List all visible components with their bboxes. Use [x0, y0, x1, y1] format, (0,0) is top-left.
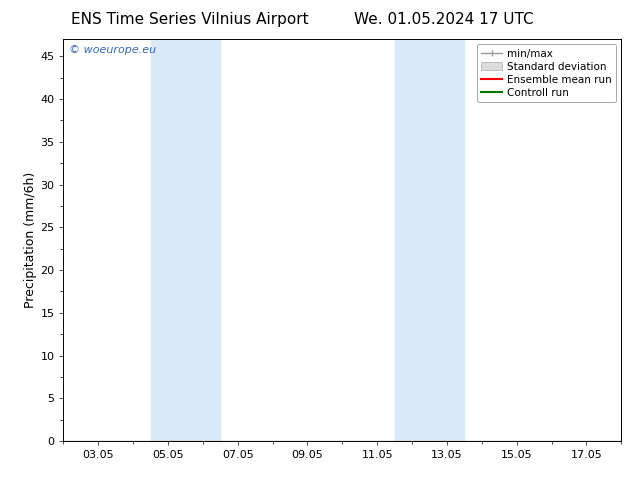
Bar [394, 39, 464, 441]
Text: ENS Time Series Vilnius Airport: ENS Time Series Vilnius Airport [72, 12, 309, 27]
Y-axis label: Precipitation (mm/6h): Precipitation (mm/6h) [25, 172, 37, 308]
Legend: min/max, Standard deviation, Ensemble mean run, Controll run: min/max, Standard deviation, Ensemble me… [477, 45, 616, 102]
Bar [150, 39, 221, 441]
Text: © woeurope.eu: © woeurope.eu [69, 45, 156, 55]
Text: We. 01.05.2024 17 UTC: We. 01.05.2024 17 UTC [354, 12, 534, 27]
